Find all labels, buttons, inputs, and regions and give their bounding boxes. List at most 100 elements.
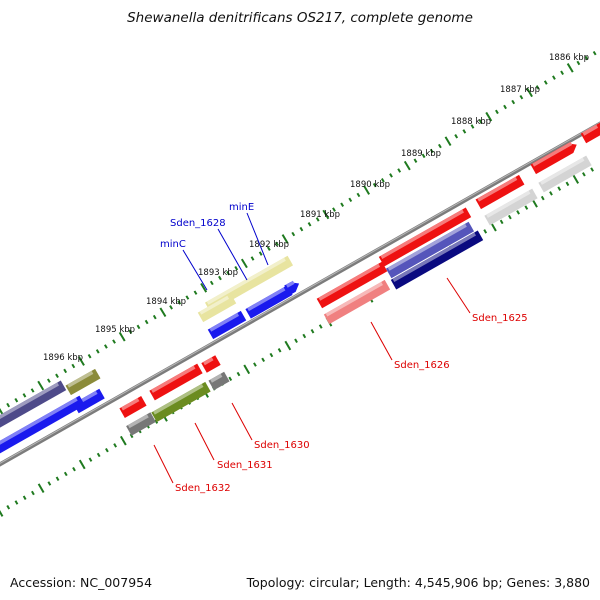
tick-mark [71,363,76,369]
tick-mark [535,85,540,90]
tick-mark [152,314,157,320]
tick-mark [47,481,52,486]
lower-tick-track [0,167,594,517]
tick-mark [549,191,553,196]
tick-mark [96,452,101,458]
tick-mark [454,134,459,139]
tick-mark [119,435,127,446]
kbp-label: 1886 kbp [549,53,589,63]
tick-mark [397,168,402,173]
gene-label: Sden_1632 [175,483,231,494]
gene-label: Sden_1625 [472,313,528,324]
tick-mark [250,256,255,261]
leader-line [182,249,208,291]
tick-mark [14,397,19,403]
tick-mark [315,217,320,222]
tick-mark [78,356,85,366]
tick-mark [526,87,533,98]
tick-mark [243,364,251,375]
gene-feature [151,381,211,423]
leader-line [246,212,269,266]
tick-mark [37,483,45,494]
tick-mark [169,305,173,310]
tick-mark [128,329,133,335]
gene-feature [390,230,484,290]
tick-mark [185,295,190,300]
tick-mark [576,60,581,66]
tick-mark [55,373,59,379]
kbp-label: 1890 kbp [350,180,390,190]
gene-feature [0,395,85,465]
tick-mark [228,376,233,382]
tick-mark [524,205,529,210]
tick-mark [78,459,86,470]
kbp-label: 1891 kbp [300,210,340,220]
tick-mark [144,319,149,325]
gene-feature [197,293,237,323]
tick-mark [485,111,493,122]
tick-mark [266,246,271,251]
tick-mark [389,173,393,178]
gene-label: Sden_1630 [254,440,310,451]
tick-mark [590,167,594,172]
tick-mark [177,300,182,305]
tick-mark [363,185,371,195]
tick-mark [499,219,504,225]
gene-label: Sden_1626 [394,360,450,371]
tick-mark [519,94,524,100]
tick-mark [277,348,282,353]
tick-mark [236,371,241,377]
gene-label: minE [229,202,254,213]
tick-mark [31,490,35,496]
tick-mark [55,476,60,481]
kbp-label: 1895 kbp [95,325,135,335]
kbp-label: 1889 kbp [401,149,441,159]
gene-feature [475,174,525,210]
gene-feature [484,188,538,226]
tick-mark [356,192,361,198]
gene-feature [284,280,300,296]
tick-mark [438,143,442,149]
tick-mark [0,510,4,517]
tick-mark [193,290,198,295]
tick-mark [258,251,263,256]
tick-mark [154,419,159,424]
kbp-label: 1893 kbp [198,268,238,278]
tick-mark [429,148,434,154]
tick-mark [584,55,589,61]
tick-mark [22,495,27,500]
tick-mark [281,234,289,244]
tick-mark [318,324,323,329]
gene-feature [126,412,156,436]
tick-mark [511,99,516,105]
tick-mark [516,210,520,215]
tick-mark [299,226,304,232]
leader-line [153,444,174,484]
tick-mark [269,352,274,358]
tick-mark [63,368,68,374]
tick-mark [253,362,257,367]
gene-feature [316,261,388,309]
tick-mark [540,195,545,201]
tick-mark [63,471,68,477]
tick-mark [218,275,222,281]
tick-mark [209,280,214,286]
tick-mark [508,214,512,220]
gene-feature [149,363,203,401]
gene-label: Sden_1631 [217,460,273,471]
tick-mark [95,349,100,354]
gene-feature [385,221,475,279]
gene-feature [530,141,577,175]
gene-feature [378,207,472,267]
tick-mark [552,75,556,80]
tick-mark [483,229,488,234]
tick-mark [6,402,11,408]
leader-line [194,422,215,461]
tick-mark [462,129,467,134]
tick-mark [322,209,330,220]
tick-mark [112,339,116,344]
tick-mark [275,241,279,247]
gene-feature [119,396,147,418]
tick-mark [302,333,307,339]
topology-text: Topology: circular; Length: 4,545,906 bp… [246,575,590,590]
